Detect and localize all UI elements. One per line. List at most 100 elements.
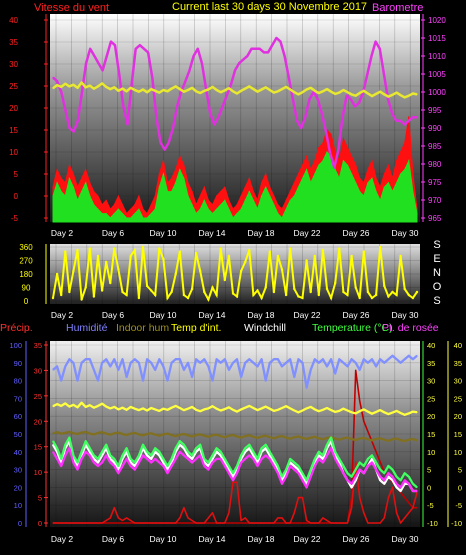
series-windchill-point-43 <box>228 469 230 471</box>
series-pt--de-ros-e-point-44 <box>232 479 234 481</box>
series-pt--de-ros-e-point-62 <box>306 486 308 488</box>
wind-series-point-54 <box>273 204 275 206</box>
series-pt--de-ros-e-point-41 <box>220 458 222 460</box>
series-pr-cip--point-8 <box>85 522 87 524</box>
temperature-series-point-69 <box>334 93 336 95</box>
gust-series-point-75 <box>359 177 361 179</box>
series-indoor-hum-point-31 <box>179 434 181 436</box>
series-temp-d-int--point-77 <box>367 411 369 413</box>
series-pt--de-ros-e-point-77 <box>367 465 369 467</box>
x-tick-label: Day 14 <box>199 310 226 320</box>
left-tick-label: 10 <box>9 148 18 157</box>
barometer-series-point-1 <box>56 80 58 82</box>
series-indoor-hum-point-67 <box>326 437 328 439</box>
series-temp-d-int--point-41 <box>220 409 222 412</box>
series-pr-cip--point-64 <box>314 522 316 524</box>
series-humidit--point-66 <box>322 358 324 360</box>
gust-series-point-47 <box>244 186 246 188</box>
wind-series-point-74 <box>355 182 357 184</box>
series-pt--de-ros-e-point-48 <box>248 454 250 456</box>
series-humidit--point-27 <box>162 365 164 367</box>
series-pr-cip--cumul-point-89 <box>416 507 418 509</box>
series-indoor-hum-point-23 <box>146 433 148 435</box>
gust-series-point-59 <box>293 182 295 184</box>
series-pr-cip--point-51 <box>261 522 263 524</box>
wind-series-point-23 <box>146 217 148 219</box>
panel1-left-axis-label: Vitesse du vent <box>34 2 109 14</box>
series-temperature---c--point-13 <box>105 444 107 446</box>
series-pr-cip--cumul-point-77 <box>367 430 369 433</box>
barometer-series-point-67 <box>329 152 331 154</box>
series-pr-cip--point-77 <box>367 522 369 524</box>
series-indoor-hum-point-60 <box>297 435 299 438</box>
series-humidit--point-88 <box>412 358 414 360</box>
series-indoor-hum-point-19 <box>130 433 132 435</box>
gust-series-point-31 <box>179 155 181 157</box>
temperature-series-point-8 <box>85 86 87 88</box>
temperature-series-point-61 <box>301 91 304 93</box>
series-pr-cip--point-18 <box>126 517 128 519</box>
wind-series-point-60 <box>297 186 299 188</box>
gust-series-point-63 <box>310 169 312 171</box>
direction-point-54 <box>272 290 276 294</box>
series-windchill-point-86 <box>404 483 406 485</box>
temperature-series-point-9 <box>89 85 91 87</box>
series-humidit--point-59 <box>293 376 295 378</box>
right-tick-label: 1000 <box>428 88 446 97</box>
barometer-series-point-86 <box>408 120 410 122</box>
x-tick-label: Day 30 <box>392 228 419 238</box>
barometer-series-point-24 <box>151 77 153 79</box>
humid-tick-label: 20 <box>14 483 22 492</box>
x-tick-label: Day 2 <box>51 228 73 238</box>
series-humidit--point-19 <box>130 362 132 364</box>
series-temp-d-int--point-57 <box>285 405 287 407</box>
series-pr-cip--point-37 <box>203 522 205 524</box>
series-pr-cip--cumul-point-59 <box>293 522 295 524</box>
series-humidit--point-79 <box>375 365 377 367</box>
right-tick-label: 980 <box>428 160 442 169</box>
direction-point-87 <box>407 293 410 297</box>
barometer-series-point-60 <box>300 127 302 129</box>
series-pt--de-ros-e-point-88 <box>412 490 414 492</box>
barometer-series-point-68 <box>333 167 335 169</box>
series-temperature---c--point-82 <box>387 465 389 467</box>
barometer-series-point-23 <box>147 51 149 54</box>
wind-series-point-33 <box>187 195 189 197</box>
barometer-series-point-47 <box>246 55 248 57</box>
temperature-series-point-71 <box>342 89 344 91</box>
gust-series-point-5 <box>72 173 74 175</box>
wind-series-point-0 <box>52 195 54 197</box>
series-indoor-hum-point-89 <box>416 439 418 441</box>
x-tick-label: Day 26 <box>343 310 370 320</box>
precip-tick-label: 0 <box>38 519 42 528</box>
series-humidit--point-48 <box>248 358 250 360</box>
series-pt--de-ros-e-point-86 <box>404 479 406 481</box>
direction-point-34 <box>190 287 194 291</box>
direction-point-69 <box>334 281 337 285</box>
series-pt--de-ros-e-point-56 <box>281 483 283 485</box>
direction-point-53 <box>268 250 271 253</box>
barometer-series-point-73 <box>354 105 356 107</box>
direction-point-82 <box>387 295 390 298</box>
left-tick-label: 5 <box>14 170 19 179</box>
series-windchill-point-70 <box>338 461 340 464</box>
barometer-series-point-44 <box>234 69 236 71</box>
series-temperature---c--point-10 <box>93 454 95 456</box>
temperature-series-point-50 <box>256 91 259 93</box>
wind-series-point-52 <box>265 186 267 188</box>
temperature-series-point-85 <box>400 94 402 96</box>
barometer-series-point-87 <box>412 116 414 118</box>
series-indoor-hum-point-51 <box>261 435 263 438</box>
series-humidit--point-77 <box>367 362 369 364</box>
series-pr-cip--point-9 <box>89 522 91 524</box>
series-indoor-hum-point-64 <box>314 436 316 438</box>
direction-point-85 <box>399 254 402 258</box>
series-humidit--point-57 <box>285 362 287 364</box>
gust-series-point-29 <box>171 177 173 179</box>
series-temperature---c--point-9 <box>89 447 91 449</box>
barometer-series-point-81 <box>387 98 389 100</box>
series-temp-d-int--point-47 <box>244 407 246 409</box>
wind-series-point-39 <box>211 213 214 215</box>
series-indoor-hum-point-71 <box>342 437 344 439</box>
gust-series-point-14 <box>109 208 111 210</box>
